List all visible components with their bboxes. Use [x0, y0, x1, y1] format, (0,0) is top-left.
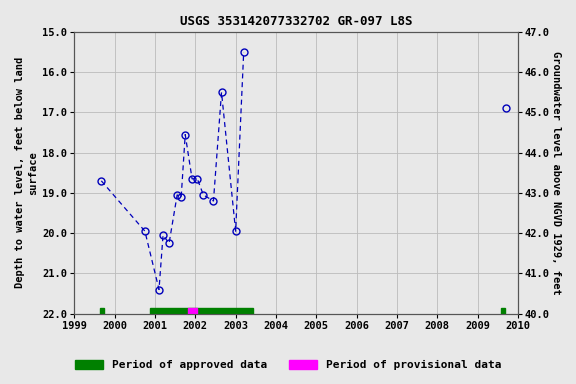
Y-axis label: Groundwater level above NGVD 1929, feet: Groundwater level above NGVD 1929, feet — [551, 51, 561, 295]
Bar — [188, 308, 198, 314]
Title: USGS 353142077332702 GR-097 L8S: USGS 353142077332702 GR-097 L8S — [180, 15, 412, 28]
Bar — [150, 308, 252, 314]
Y-axis label: Depth to water level, feet below land
surface: Depth to water level, feet below land su… — [15, 57, 38, 288]
Legend: Period of approved data, Period of provisional data: Period of approved data, Period of provi… — [70, 355, 506, 375]
Bar — [100, 308, 104, 314]
Bar — [501, 308, 505, 314]
